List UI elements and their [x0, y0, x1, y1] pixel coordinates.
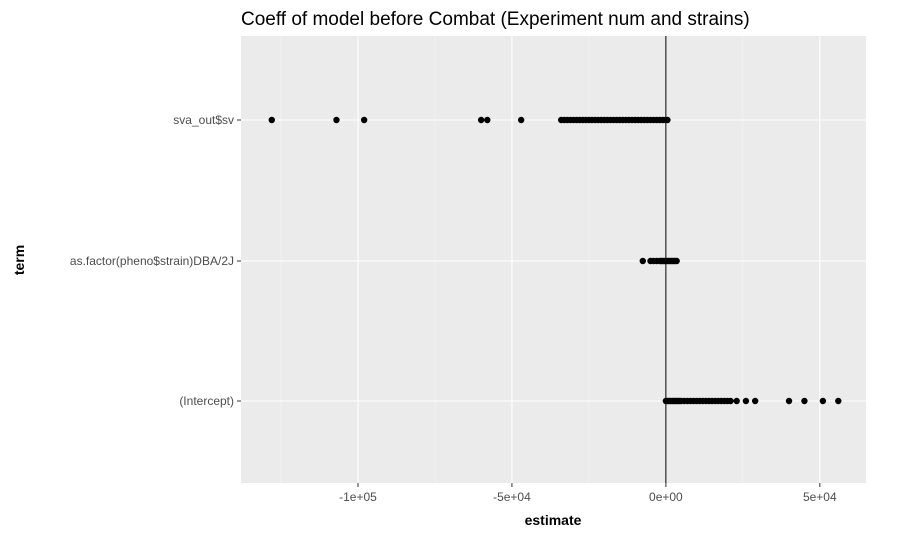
- data-point: [835, 397, 842, 405]
- data-point: [664, 116, 671, 124]
- x-axis-ticks: -1e+05 -5e+04 0e+00 5e+04: [339, 483, 837, 504]
- data-point: [673, 257, 680, 265]
- y-axis-ticks: sva_out$sv as.factor(pheno$strain)DBA/2J (…: [70, 113, 241, 408]
- x-tick-label: -5e+04: [493, 490, 531, 504]
- minor-gridlines: [280, 36, 744, 483]
- x-axis-title: estimate: [525, 512, 582, 528]
- data-point: [268, 116, 275, 124]
- data-point: [801, 397, 808, 405]
- y-axis-title: term: [11, 245, 27, 275]
- y-tick-label: (Intercept): [179, 394, 234, 408]
- data-point: [733, 397, 740, 405]
- data-point: [477, 116, 485, 124]
- data-point: [727, 397, 734, 405]
- x-tick-label: 5e+04: [803, 490, 837, 504]
- data-point: [333, 116, 340, 124]
- chart-title: Coeff of model before Combat (Experiment…: [241, 9, 750, 30]
- data-points: [268, 116, 842, 405]
- data-point: [785, 397, 793, 405]
- data-point: [742, 397, 750, 405]
- data-point: [517, 116, 525, 124]
- data-point: [484, 116, 491, 124]
- data-point: [360, 116, 368, 124]
- data-point: [639, 257, 646, 265]
- data-point: [751, 397, 759, 405]
- x-tick-label: -1e+05: [339, 490, 377, 504]
- y-tick-label: sva_out$sv: [173, 113, 234, 127]
- plot-panel: [241, 36, 866, 483]
- y-tick-label: as.factor(pheno$strain)DBA/2J: [70, 254, 234, 268]
- x-tick-label: 0e+00: [649, 490, 683, 504]
- data-point: [819, 397, 827, 405]
